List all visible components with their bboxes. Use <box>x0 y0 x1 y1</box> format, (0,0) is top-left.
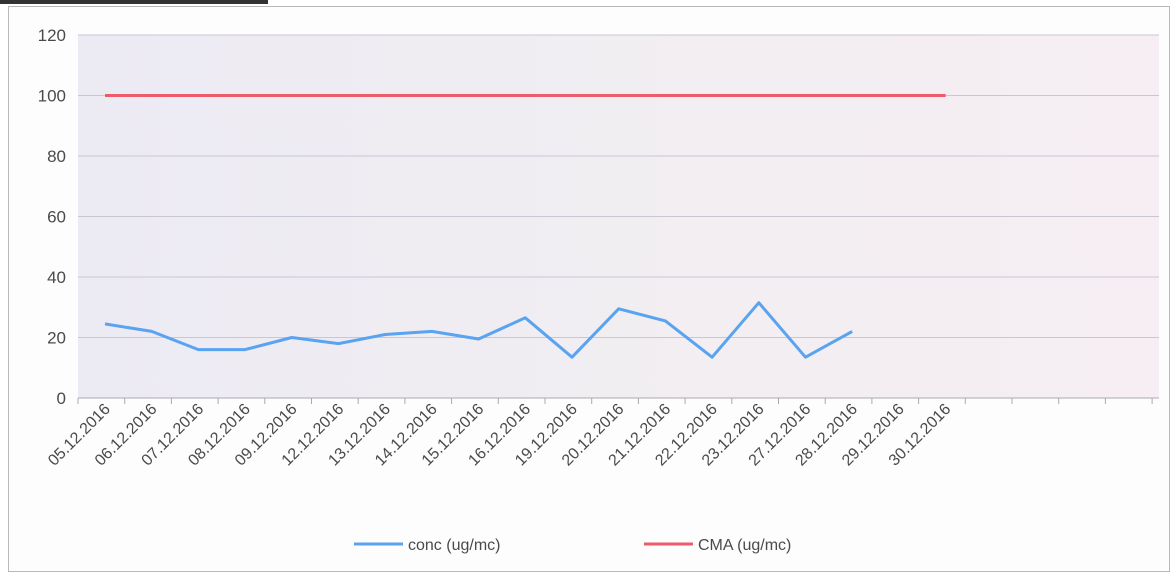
y-tick-label: 20 <box>47 329 66 348</box>
top-edge-mark <box>0 0 268 4</box>
y-tick-label: 80 <box>47 147 66 166</box>
legend-label-conc: conc (ug/mc) <box>408 537 500 554</box>
legend: conc (ug/mc) CMA (ug/mc) <box>354 537 791 554</box>
y-axis-ticks: 0 20 40 60 80 100 120 <box>38 26 66 408</box>
y-tick-label: 40 <box>47 268 66 287</box>
x-axis-ticks: 05.12.201606.12.201607.12.201608.12.2016… <box>45 401 954 470</box>
y-tick-label: 0 <box>57 389 66 408</box>
series-layer <box>104 94 946 359</box>
y-tick-label: 100 <box>38 87 66 106</box>
y-tick-label: 120 <box>38 26 66 45</box>
series-line-conc <box>104 301 853 359</box>
y-tick-label: 60 <box>47 208 66 227</box>
legend-label-cma: CMA (ug/mc) <box>698 537 791 554</box>
